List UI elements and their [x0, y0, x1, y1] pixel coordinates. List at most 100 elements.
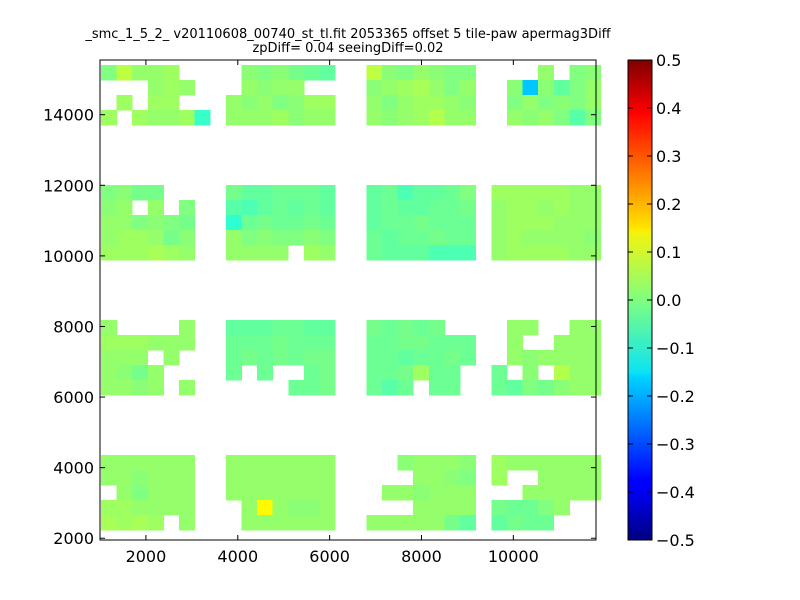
heatmap-cell: [444, 110, 461, 126]
heatmap-cell: [381, 350, 398, 366]
heatmap-cell: [444, 200, 461, 216]
heatmap-cell: [366, 230, 383, 246]
heatmap-cell: [147, 380, 164, 396]
heatmap-cell: [257, 215, 274, 231]
heatmap-cell: [100, 320, 117, 336]
heatmap-cell: [272, 350, 289, 366]
heatmap-cell: [241, 335, 258, 351]
heatmap-cell: [428, 320, 445, 336]
heatmap-cell: [116, 230, 133, 246]
heatmap-cell: [584, 230, 601, 246]
heatmap-cell: [178, 515, 195, 531]
heatmap-cell: [553, 230, 570, 246]
heatmap-cell: [569, 470, 586, 486]
heatmap-cell: [381, 245, 398, 261]
heatmap-cell: [553, 110, 570, 126]
heatmap-cell: [460, 200, 477, 216]
heatmap-cell: [319, 350, 336, 366]
heatmap-cell: [225, 230, 242, 246]
heatmap-cell: [303, 485, 320, 501]
heatmap-cell: [319, 500, 336, 516]
heatmap-cell: [397, 485, 414, 501]
heatmap-cell: [553, 335, 570, 351]
heatmap-cell: [553, 380, 570, 396]
colorbar-tick-label: 0.4: [656, 99, 681, 118]
heatmap-cell: [257, 485, 274, 501]
heatmap-cell: [319, 320, 336, 336]
heatmap-cell: [241, 215, 258, 231]
heatmap-cell: [538, 215, 555, 231]
heatmap-cell: [132, 110, 149, 126]
heatmap-cell: [100, 65, 117, 81]
heatmap-cell: [538, 350, 555, 366]
y-tick-label: 12000: [43, 176, 94, 195]
heatmap-cell: [257, 80, 274, 96]
heatmap-cell: [491, 215, 508, 231]
heatmap-cell: [569, 350, 586, 366]
heatmap-cell: [584, 215, 601, 231]
heatmap-cell: [366, 110, 383, 126]
heatmap-cell: [303, 320, 320, 336]
heatmap-cell: [413, 485, 430, 501]
heatmap-cell: [319, 455, 336, 471]
heatmap-cell: [288, 215, 305, 231]
heatmap-cell: [538, 500, 555, 516]
heatmap-cell: [569, 65, 586, 81]
heatmap-cell: [100, 230, 117, 246]
heatmap-cell: [428, 80, 445, 96]
heatmap-cell: [413, 230, 430, 246]
heatmap-cell: [288, 80, 305, 96]
heatmap-cell: [444, 80, 461, 96]
heatmap-cell: [288, 110, 305, 126]
heatmap-cell: [366, 215, 383, 231]
heatmap-cell: [303, 230, 320, 246]
heatmap-cell: [100, 455, 117, 471]
heatmap-cell: [522, 380, 539, 396]
heatmap-cell: [288, 500, 305, 516]
heatmap-cell: [460, 185, 477, 201]
heatmap-cell: [506, 380, 523, 396]
heatmap-cell: [116, 185, 133, 201]
heatmap-cell: [319, 230, 336, 246]
heatmap-cell: [413, 185, 430, 201]
heatmap-cell: [225, 485, 242, 501]
heatmap-cell: [381, 335, 398, 351]
heatmap-cell: [163, 110, 180, 126]
heatmap-cell: [163, 350, 180, 366]
heatmap-cell: [491, 470, 508, 486]
heatmap-cell: [147, 245, 164, 261]
heatmap-cell: [132, 500, 149, 516]
y-tick-label: 8000: [53, 317, 94, 336]
heatmap-cell: [288, 230, 305, 246]
heatmap-cell: [303, 455, 320, 471]
heatmap-cell: [319, 485, 336, 501]
heatmap-cell: [553, 485, 570, 501]
heatmap-cell: [319, 200, 336, 216]
heatmap-cell: [147, 470, 164, 486]
heatmap-cell: [569, 185, 586, 201]
heatmap-cell: [132, 470, 149, 486]
heatmap-cell: [116, 200, 133, 216]
heatmap-cell: [584, 470, 601, 486]
heatmap-cell: [522, 185, 539, 201]
heatmap-cell: [397, 350, 414, 366]
heatmap-cell: [272, 110, 289, 126]
heatmap-cell: [225, 95, 242, 111]
heatmap-cell: [303, 65, 320, 81]
heatmap-cell: [116, 485, 133, 501]
heatmap-cell: [319, 110, 336, 126]
heatmap-cell: [241, 455, 258, 471]
heatmap-cell: [538, 95, 555, 111]
heatmap-cell: [553, 455, 570, 471]
heatmap-cell: [288, 380, 305, 396]
heatmap-cell: [584, 380, 601, 396]
heatmap-cell: [303, 110, 320, 126]
heatmap-cell: [132, 215, 149, 231]
heatmap-cell: [381, 80, 398, 96]
heatmap-cell: [397, 515, 414, 531]
heatmap-cell: [303, 245, 320, 261]
heatmap-cell: [506, 500, 523, 516]
heatmap-cell: [241, 230, 258, 246]
heatmap-cell: [538, 230, 555, 246]
heatmap-cell: [288, 485, 305, 501]
